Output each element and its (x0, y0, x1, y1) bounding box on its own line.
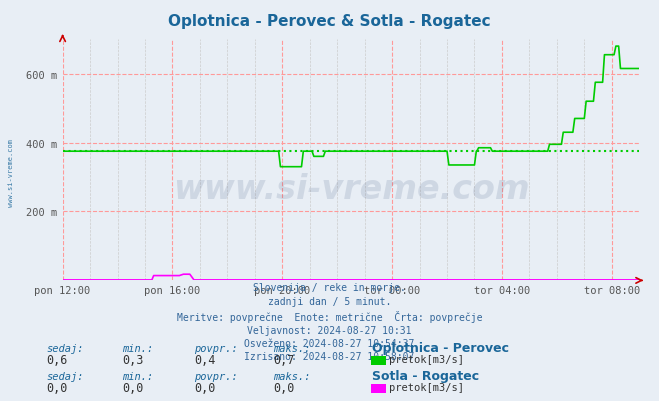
Text: Oplotnica - Perovec: Oplotnica - Perovec (372, 341, 509, 354)
Text: 0,4: 0,4 (194, 353, 215, 366)
Text: maks.:: maks.: (273, 343, 311, 353)
Text: 0,0: 0,0 (194, 381, 215, 394)
Text: Sotla - Rogatec: Sotla - Rogatec (372, 369, 480, 382)
Text: povpr.:: povpr.: (194, 371, 238, 381)
Text: maks.:: maks.: (273, 371, 311, 381)
Text: Oplotnica - Perovec & Sotla - Rogatec: Oplotnica - Perovec & Sotla - Rogatec (168, 14, 491, 29)
Text: povpr.:: povpr.: (194, 343, 238, 353)
Text: sedaj:: sedaj: (46, 343, 84, 353)
Text: 0,0: 0,0 (273, 381, 295, 394)
Text: pretok[m3/s]: pretok[m3/s] (389, 382, 465, 392)
Text: min.:: min.: (122, 343, 153, 353)
Text: 0,0: 0,0 (46, 381, 67, 394)
Text: www.si-vreme.com: www.si-vreme.com (173, 173, 529, 206)
Text: 0,0: 0,0 (122, 381, 143, 394)
Text: pretok[m3/s]: pretok[m3/s] (389, 354, 465, 364)
Text: 0,6: 0,6 (46, 353, 67, 366)
Text: 0,3: 0,3 (122, 353, 143, 366)
Text: Slovenija / reke in morje.
zadnji dan / 5 minut.
Meritve: povprečne  Enote: metr: Slovenija / reke in morje. zadnji dan / … (177, 283, 482, 361)
Text: sedaj:: sedaj: (46, 371, 84, 381)
Text: min.:: min.: (122, 371, 153, 381)
Text: 0,7: 0,7 (273, 353, 295, 366)
Text: www.si-vreme.com: www.si-vreme.com (8, 138, 14, 207)
